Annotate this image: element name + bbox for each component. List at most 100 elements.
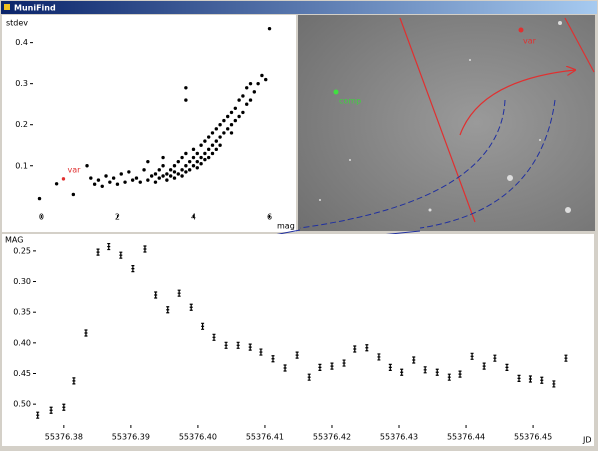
x-tick-label: 55376.45 [514, 433, 552, 442]
data-point [191, 155, 196, 160]
data-point [206, 147, 211, 152]
data-point [127, 170, 131, 174]
data-point [528, 375, 532, 383]
data-point [307, 373, 311, 381]
data-point [271, 355, 275, 363]
data-point [226, 114, 230, 119]
data-point [447, 373, 451, 381]
lightcurve-panel [2, 234, 594, 446]
data-point [180, 168, 184, 172]
data-point [199, 143, 203, 147]
data-point [166, 306, 170, 314]
data-point [224, 341, 228, 349]
data-point [203, 151, 207, 156]
y-tick-label: 0.35 [13, 308, 31, 317]
data-point [61, 177, 66, 181]
data-point [203, 157, 207, 162]
series-label: var [67, 165, 81, 174]
data-point [206, 155, 211, 160]
data-point [214, 147, 218, 152]
data-point [203, 139, 207, 143]
data-point [264, 77, 268, 82]
y-tick-label: 0.1 [15, 161, 28, 170]
y-axis-label: stdev [6, 19, 28, 28]
data-point [146, 178, 150, 182]
data-point [256, 81, 260, 86]
data-point [149, 174, 154, 178]
data-point [295, 351, 299, 359]
data-point [222, 118, 226, 123]
data-point [172, 164, 177, 168]
x-axis-label: mag [277, 222, 295, 231]
data-point [134, 176, 139, 180]
data-point [189, 303, 193, 311]
data-point [104, 174, 108, 178]
data-point [248, 343, 252, 351]
data-point [237, 114, 241, 119]
x-tick-label: 55376.44 [447, 433, 485, 442]
data-point [412, 356, 416, 364]
data-point [245, 86, 249, 90]
data-point [248, 98, 253, 102]
x-tick-label: 4 [191, 213, 196, 222]
data-point [195, 151, 199, 156]
data-point [187, 168, 192, 172]
data-point [165, 178, 169, 182]
data-point [84, 329, 88, 337]
data-point [199, 155, 203, 160]
data-point [184, 151, 188, 156]
data-point [108, 180, 112, 184]
data-point [423, 366, 427, 374]
data-point [153, 180, 158, 184]
x-tick-label: 55376.38 [45, 433, 83, 442]
data-point [37, 196, 42, 201]
data-point [493, 354, 497, 362]
data-point [191, 164, 196, 168]
data-point [233, 118, 238, 123]
x-tick-label: 2 [115, 213, 120, 222]
data-point [123, 180, 127, 184]
data-point [210, 143, 215, 147]
data-point [184, 170, 188, 174]
data-point [318, 363, 322, 371]
y-tick-label: 0.45 [13, 369, 31, 378]
data-point [470, 352, 474, 360]
y-tick-label: 0.25 [13, 246, 31, 255]
data-point [229, 110, 234, 115]
data-point [482, 362, 486, 370]
data-point [153, 172, 158, 176]
data-point [212, 333, 216, 341]
data-point [138, 180, 142, 184]
y-tick-label: 0.40 [13, 338, 31, 347]
data-point [165, 172, 169, 176]
app-icon [4, 4, 10, 10]
y-tick-label: 0.2 [15, 120, 28, 129]
x-tick-label: 55376.42 [313, 433, 351, 442]
data-point [435, 368, 439, 376]
data-point [187, 159, 192, 164]
data-point [191, 147, 196, 152]
sky-image [298, 15, 595, 231]
title-bar [1, 1, 597, 14]
data-point [161, 164, 165, 168]
y-tick-label: 0.3 [15, 79, 28, 88]
data-point [119, 172, 123, 176]
data-point [184, 86, 188, 90]
data-point [119, 251, 123, 259]
x-tick-label: 0 [39, 213, 44, 222]
data-point [115, 182, 120, 186]
data-point [252, 90, 257, 94]
data-point [237, 98, 241, 102]
data-point [130, 178, 135, 182]
data-point [229, 131, 234, 135]
data-point [236, 341, 240, 349]
data-point [226, 127, 230, 131]
x-tick-label: 55376.40 [179, 433, 217, 442]
data-point [233, 106, 238, 110]
data-point [161, 174, 165, 178]
var-label: var [523, 37, 537, 46]
data-point [180, 155, 184, 160]
data-point [201, 322, 205, 330]
x-tick-label: 55376.39 [112, 433, 150, 442]
